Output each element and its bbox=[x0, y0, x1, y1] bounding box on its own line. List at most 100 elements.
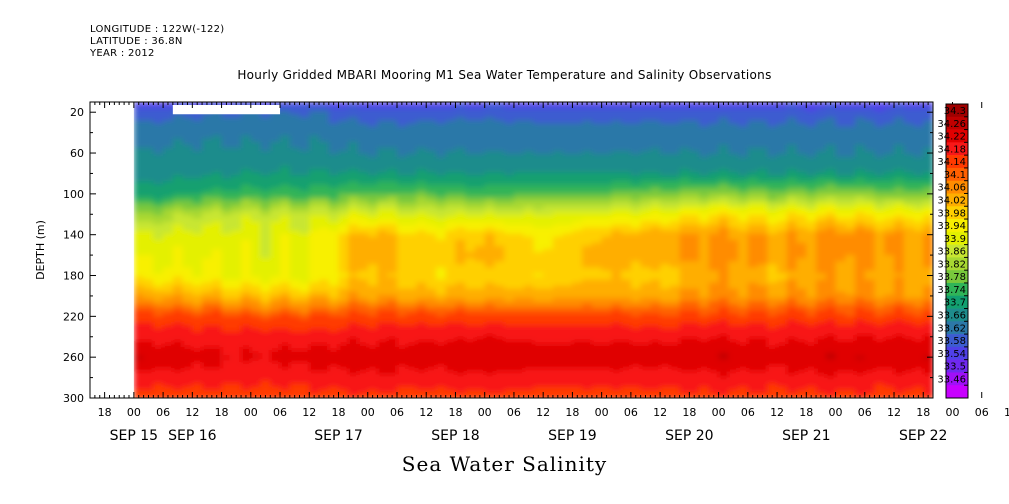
heatmap-cell bbox=[406, 270, 418, 275]
heatmap-cell bbox=[348, 196, 359, 201]
heatmap-cell bbox=[591, 350, 603, 354]
heatmap-cell bbox=[523, 297, 535, 302]
heatmap-cell bbox=[572, 386, 583, 391]
heatmap-cell bbox=[523, 206, 535, 210]
heatmap-cell bbox=[426, 377, 437, 382]
heatmap-cell bbox=[552, 304, 564, 308]
heatmap-cell bbox=[435, 230, 447, 235]
heatmap-cell bbox=[396, 129, 408, 134]
heatmap-cell bbox=[504, 114, 515, 118]
heatmap-cell bbox=[455, 239, 466, 244]
heatmap-cell bbox=[202, 334, 213, 339]
heatmap-cell bbox=[153, 190, 164, 195]
heatmap-cell bbox=[270, 307, 281, 311]
heatmap-cell bbox=[319, 129, 330, 134]
heatmap-cell bbox=[231, 242, 242, 247]
heatmap-cell bbox=[445, 242, 457, 247]
heatmap-cell bbox=[513, 111, 525, 115]
heatmap-cell bbox=[504, 258, 515, 262]
heatmap-cell bbox=[221, 209, 232, 213]
heatmap-cell bbox=[601, 304, 612, 308]
heatmap-cell bbox=[133, 319, 145, 324]
heatmap-cell bbox=[299, 199, 310, 204]
heatmap-cell bbox=[143, 270, 154, 275]
heatmap-cell bbox=[163, 227, 174, 232]
heatmap-cell bbox=[484, 285, 496, 290]
heatmap-cell bbox=[435, 270, 447, 275]
heatmap-cell bbox=[504, 261, 515, 265]
heatmap-cell bbox=[260, 380, 271, 385]
heatmap-cell bbox=[328, 169, 340, 174]
heatmap-cell bbox=[143, 248, 154, 253]
heatmap-cell bbox=[328, 380, 340, 385]
heatmap-cell bbox=[426, 178, 437, 183]
heatmap-cell bbox=[211, 175, 223, 180]
heatmap-cell bbox=[338, 380, 349, 385]
heatmap-cell bbox=[513, 356, 525, 360]
heatmap-cell bbox=[387, 276, 398, 281]
heatmap-cell bbox=[582, 310, 593, 314]
heatmap-cell bbox=[338, 337, 349, 342]
heatmap-cell bbox=[260, 267, 271, 272]
heatmap-cell bbox=[543, 147, 554, 152]
heatmap-cell bbox=[250, 166, 262, 170]
heatmap-cell bbox=[435, 166, 447, 170]
heatmap-cell bbox=[231, 187, 242, 192]
heatmap-cell bbox=[465, 316, 476, 321]
heatmap-cell bbox=[250, 150, 262, 155]
heatmap-cell bbox=[231, 307, 242, 311]
heatmap-cell bbox=[182, 282, 193, 287]
heatmap-cell bbox=[552, 163, 564, 167]
heatmap-cell bbox=[572, 368, 583, 373]
heatmap-cell bbox=[202, 359, 213, 363]
heatmap-cell bbox=[250, 209, 262, 213]
heatmap-cell bbox=[513, 282, 525, 287]
heatmap-cell bbox=[153, 270, 164, 275]
heatmap-cell bbox=[192, 261, 203, 265]
heatmap-cell bbox=[328, 147, 340, 152]
heatmap-cell bbox=[416, 144, 427, 149]
heatmap-cell bbox=[280, 267, 291, 272]
heatmap-cell bbox=[221, 261, 232, 265]
heatmap-cell bbox=[465, 362, 476, 366]
heatmap-cell bbox=[474, 279, 486, 284]
heatmap-cell bbox=[299, 108, 310, 112]
heatmap-cell bbox=[435, 282, 447, 287]
heatmap-cell bbox=[328, 206, 340, 210]
heatmap-cell bbox=[523, 374, 535, 379]
heatmap-cell bbox=[143, 138, 154, 143]
heatmap-cell bbox=[474, 331, 486, 336]
heatmap-cell bbox=[309, 288, 320, 293]
heatmap-cell bbox=[523, 245, 535, 250]
heatmap-cell bbox=[241, 313, 252, 317]
heatmap-cell bbox=[484, 236, 496, 241]
heatmap-cell bbox=[465, 129, 476, 134]
heatmap-cell bbox=[221, 169, 232, 174]
heatmap-cell bbox=[543, 248, 554, 253]
heatmap-cell bbox=[601, 279, 612, 284]
heatmap-cell bbox=[455, 196, 466, 201]
heatmap-cell bbox=[172, 248, 184, 253]
heatmap-cell bbox=[455, 203, 466, 207]
heatmap-cell bbox=[299, 267, 310, 272]
heatmap-cell bbox=[319, 245, 330, 250]
heatmap-cell bbox=[319, 337, 330, 342]
heatmap-cell bbox=[309, 276, 320, 281]
heatmap-cell bbox=[319, 178, 330, 183]
heatmap-cell bbox=[474, 255, 486, 259]
heatmap-cell bbox=[445, 365, 457, 369]
latitude-label: LATITUDE : 36.8N bbox=[90, 36, 183, 47]
heatmap-cell bbox=[523, 392, 535, 397]
heatmap-cell bbox=[465, 285, 476, 290]
heatmap-cell bbox=[328, 163, 340, 167]
heatmap-cell bbox=[416, 297, 427, 302]
heatmap-cell bbox=[260, 362, 271, 366]
heatmap-cell bbox=[153, 175, 164, 180]
heatmap-cell bbox=[163, 350, 174, 354]
heatmap-cell bbox=[202, 368, 213, 373]
heatmap-cell bbox=[143, 301, 154, 305]
heatmap-cell bbox=[358, 239, 369, 244]
heatmap-cell bbox=[504, 350, 515, 354]
heatmap-cell bbox=[299, 221, 310, 226]
heatmap-cell bbox=[182, 340, 193, 345]
